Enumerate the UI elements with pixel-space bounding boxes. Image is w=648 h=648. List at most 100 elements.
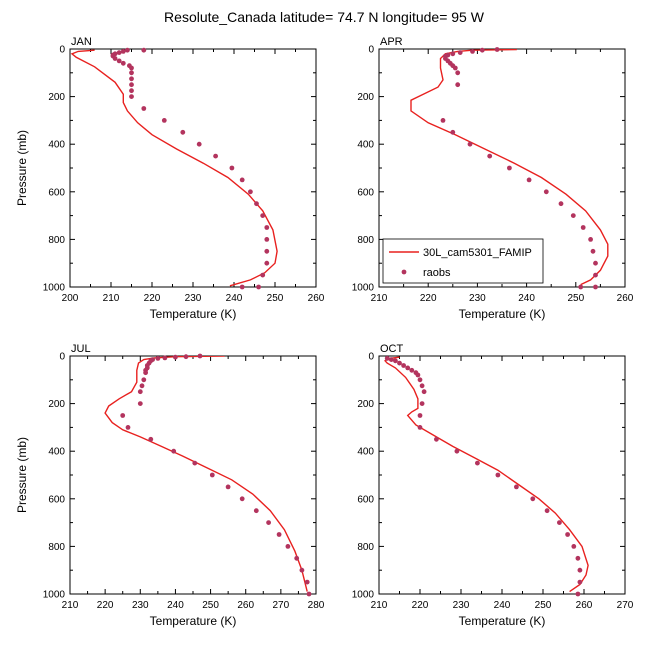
y-tick-label: 400 <box>48 447 65 458</box>
raobs-point <box>557 520 562 525</box>
raobs-point <box>409 367 415 373</box>
raobs-point <box>450 129 456 135</box>
y-axis-label: Pressure (mb) <box>15 130 29 206</box>
y-tick-label: 800 <box>357 235 374 246</box>
raobs-point <box>440 118 446 123</box>
y-tick-label: 1000 <box>352 283 375 294</box>
raobs-point <box>455 82 461 88</box>
raobs-point <box>161 118 167 123</box>
raobs-point <box>575 591 581 597</box>
raobs-point <box>455 70 461 76</box>
raobs-point <box>256 284 261 290</box>
legend-obs-label: raobs <box>423 267 451 279</box>
raobs-point <box>129 88 134 94</box>
plot-frame <box>69 48 317 288</box>
raobs-point <box>137 401 143 406</box>
figure-title: Resolute_Canada latitude= 74.7 N longitu… <box>164 9 485 25</box>
y-tick-label: 400 <box>48 140 65 151</box>
plot-frame <box>378 355 626 595</box>
raobs-point <box>148 436 154 442</box>
panel-oct: 210 220 230 240 250 260 270 0 200 400 600 800 1000 Te… <box>352 343 634 628</box>
raobs-point <box>125 425 131 430</box>
x-tick-label: 260 <box>308 293 325 304</box>
y-tick-label: 200 <box>357 399 374 410</box>
raobs-point <box>171 448 177 454</box>
y-tick-label: 0 <box>59 45 65 56</box>
panel-jul: 210 220 230 240 250 260 270 280 0 200 400 600 800 100… <box>15 343 325 628</box>
model-profile-line <box>70 49 278 287</box>
y-tick-label: 200 <box>48 399 65 410</box>
raobs-point <box>116 58 122 64</box>
raobs-point <box>260 272 266 278</box>
x-tick-label: 210 <box>371 600 388 611</box>
raobs-point <box>417 413 423 418</box>
y-tick-label: 800 <box>48 235 65 246</box>
raobs-point <box>264 237 270 242</box>
raobs-point <box>225 484 231 490</box>
y-tick-label: 1000 <box>43 590 66 601</box>
x-tick-label: 240 <box>167 600 184 611</box>
x-tick-label: 260 <box>576 600 593 611</box>
raobs-point <box>415 372 421 378</box>
raobs-point <box>264 260 270 266</box>
y-tick-label: 600 <box>48 494 65 505</box>
raobs-point <box>487 153 493 159</box>
raobs-point <box>209 472 215 478</box>
raobs-point <box>454 448 460 454</box>
raobs-point <box>577 579 583 585</box>
panel-jan: 200 210 220 230 240 250 260 0 200 400 600 800 1000 Te… <box>15 36 325 321</box>
x-tick-label: 240 <box>226 293 243 304</box>
x-tick-label: 220 <box>412 600 429 611</box>
raobs-point <box>299 567 305 573</box>
x-axis-label: Temperature (K) <box>459 307 546 321</box>
raobs-point <box>260 213 266 219</box>
raobs-point <box>419 401 425 406</box>
raobs-point <box>129 76 134 82</box>
raobs-point <box>196 141 202 147</box>
y-tick-label: 0 <box>59 352 65 363</box>
x-tick-label: 250 <box>202 600 219 611</box>
panel-label: OCT <box>380 343 404 355</box>
raobs-point <box>507 165 512 171</box>
panel-apr: 210 220 230 240 250 260 0 200 400 600 800 1000 Tempe… <box>352 36 634 321</box>
raobs-point <box>434 436 439 442</box>
x-tick-label: 220 <box>144 293 161 304</box>
model-profile-line <box>104 356 308 592</box>
x-axis-label: Temperature (K) <box>150 307 237 321</box>
raobs-point <box>192 460 198 466</box>
raobs-point <box>139 383 145 389</box>
raobs-point <box>590 248 596 254</box>
raobs-point <box>129 94 134 99</box>
x-tick-label: 260 <box>237 600 254 611</box>
x-tick-label: 270 <box>617 600 634 611</box>
y-tick-label: 600 <box>48 187 65 198</box>
y-tick-label: 1000 <box>43 283 66 294</box>
raobs-point <box>264 248 270 254</box>
raobs-point <box>248 189 253 195</box>
raobs-point <box>494 47 500 52</box>
raobs-point <box>495 472 501 478</box>
x-tick-label: 200 <box>62 293 79 304</box>
raobs-point <box>112 56 118 61</box>
x-tick-label: 240 <box>518 293 535 304</box>
plot-frame <box>69 355 317 595</box>
raobs-point <box>155 356 161 361</box>
legend-box <box>382 238 544 284</box>
y-tick-label: 200 <box>357 92 374 103</box>
raobs-point <box>266 520 271 525</box>
raobs-point <box>475 460 480 466</box>
raobs-point <box>294 555 300 561</box>
raobs-point <box>129 65 134 71</box>
y-tick-label: 600 <box>357 494 374 505</box>
raobs-point <box>306 591 312 597</box>
raobs-point <box>526 177 532 183</box>
raobs-point <box>253 508 259 514</box>
raobs-point <box>544 508 550 514</box>
panel-label: JUL <box>71 343 91 355</box>
raobs-point <box>239 177 245 183</box>
raobs-point <box>570 213 576 219</box>
x-tick-label: 280 <box>308 600 325 611</box>
raobs-point <box>580 225 586 230</box>
raobs-point <box>229 165 235 171</box>
